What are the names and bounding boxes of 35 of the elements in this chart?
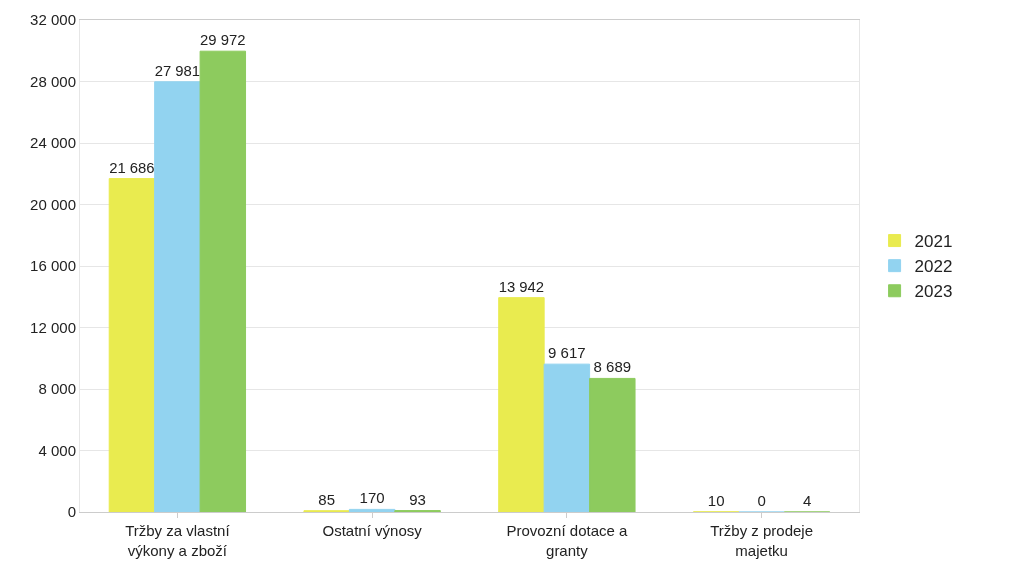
bar bbox=[154, 81, 201, 512]
y-tick-label: 20 000 bbox=[30, 195, 76, 213]
bar bbox=[498, 297, 545, 512]
y-tick-label: 32 000 bbox=[30, 11, 76, 29]
data-label: 85 bbox=[318, 490, 336, 508]
data-label: 93 bbox=[409, 490, 426, 508]
bar bbox=[108, 178, 156, 512]
data-label: 21 686 bbox=[109, 159, 155, 176]
data-label: 0 bbox=[757, 492, 766, 509]
y-tick-label: 16 000 bbox=[30, 257, 76, 275]
data-label: 9 617 bbox=[548, 344, 586, 362]
data-label: 8 689 bbox=[593, 358, 632, 376]
x-tick-label: Tržby za vlastní výkony a zboží bbox=[125, 522, 231, 559]
y-tick-label: 4 000 bbox=[38, 441, 76, 459]
legend-label: 2023 bbox=[914, 282, 953, 302]
data-label: 10 bbox=[707, 491, 725, 509]
bar bbox=[589, 377, 636, 512]
y-tick-label: 24 000 bbox=[30, 134, 76, 152]
y-tick-label: 0 bbox=[67, 503, 76, 521]
bar bbox=[199, 50, 247, 512]
data-label: 170 bbox=[359, 489, 385, 507]
x-tick-label: Tržby z prodeje majetku bbox=[710, 522, 814, 559]
data-label: 27 981 bbox=[154, 62, 201, 79]
y-tick-label: 12 000 bbox=[30, 318, 76, 336]
data-label: 29 972 bbox=[200, 32, 246, 49]
legend-label: 2021 bbox=[914, 232, 953, 252]
bar bbox=[348, 508, 396, 512]
y-tick-label: 28 000 bbox=[30, 72, 76, 90]
bar bbox=[543, 363, 591, 512]
legend-label: 2022 bbox=[914, 257, 953, 277]
data-label: 4 bbox=[802, 491, 812, 509]
x-tick-label: Ostatní výnosy bbox=[322, 522, 423, 539]
y-tick-label: 8 000 bbox=[38, 380, 76, 398]
data-label: 13 942 bbox=[498, 278, 545, 295]
x-tick-label: Provozní dotace a granty bbox=[506, 522, 628, 559]
